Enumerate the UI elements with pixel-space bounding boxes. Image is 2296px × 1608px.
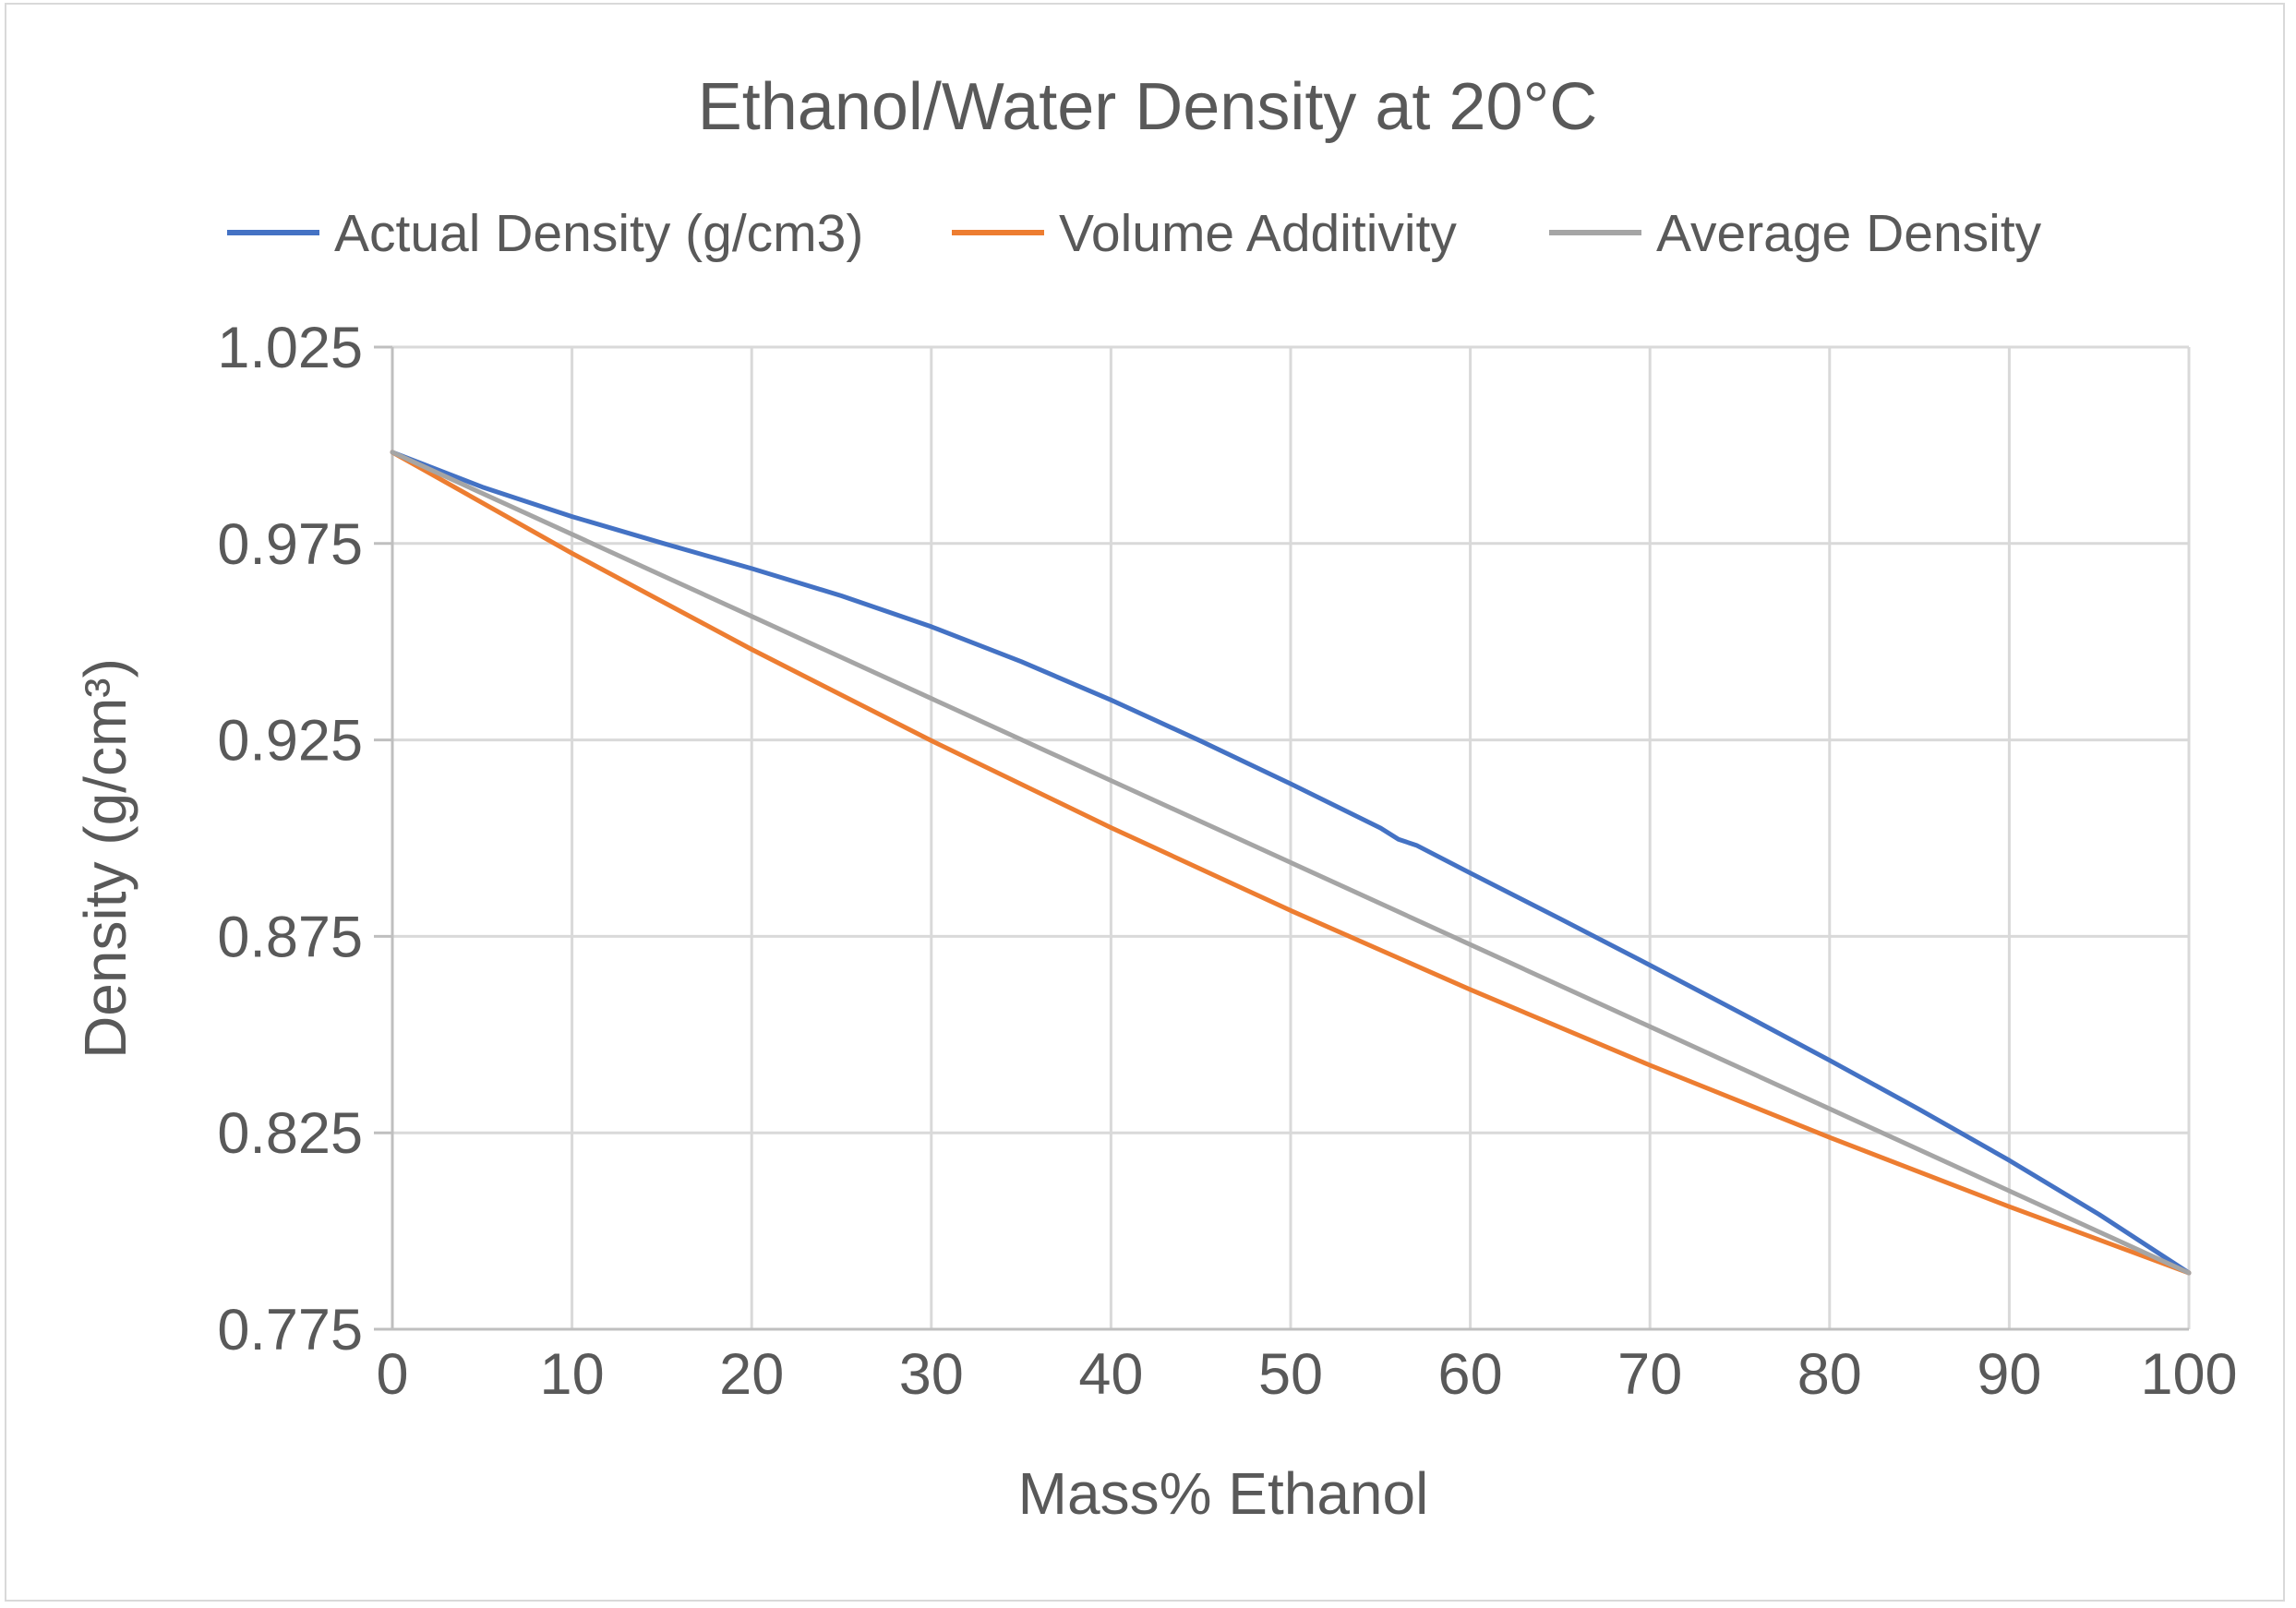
y-tick-label: 0.925 — [217, 709, 363, 774]
x-tick-label: 70 — [1617, 1342, 1682, 1407]
chart-border — [5, 3, 2285, 1602]
y-tick-label: 0.975 — [217, 512, 363, 577]
series-lines — [390, 450, 2192, 1276]
x-tick-label: 100 — [2140, 1342, 2237, 1407]
x-tick-label: 60 — [1438, 1342, 1503, 1407]
x-tick-label: 30 — [899, 1342, 964, 1407]
x-tick-label: 10 — [540, 1342, 605, 1407]
x-tick-label: 90 — [1977, 1342, 2041, 1407]
series-line-0 — [390, 450, 2192, 1276]
legend-label: Average Density — [1656, 204, 2042, 263]
y-axis-title: Density (g/cm³) — [72, 658, 138, 1059]
x-tick-label: 50 — [1258, 1342, 1323, 1407]
x-axis-title: Mass% Ethanol — [1018, 1460, 1429, 1527]
series-line-1 — [390, 450, 2192, 1276]
gridlines — [392, 345, 2191, 1329]
x-tick-label: 40 — [1078, 1342, 1143, 1407]
legend-label: Volume Additivity — [1059, 204, 1457, 263]
axes: 0 10 20 30 40 50 60 70 80 90 100 0.775 0.825 0.875 0.9… — [217, 316, 2237, 1407]
x-tick-label: 0 — [376, 1342, 408, 1407]
legend: Actual Density (g/cm3) Volume Additivity A… — [227, 204, 2042, 263]
chart-title: Ethanol/Water Density at 20°C — [698, 70, 1598, 144]
legend-label: Actual Density (g/cm3) — [334, 204, 863, 263]
x-tick-label: 20 — [719, 1342, 784, 1407]
x-tick-label: 80 — [1797, 1342, 1862, 1407]
y-tick-label: 0.775 — [217, 1298, 363, 1362]
y-tick-label: 0.875 — [217, 905, 363, 969]
y-tick-label: 1.025 — [217, 316, 363, 380]
series-line-2 — [390, 450, 2192, 1276]
y-tick-label: 0.825 — [217, 1101, 363, 1166]
